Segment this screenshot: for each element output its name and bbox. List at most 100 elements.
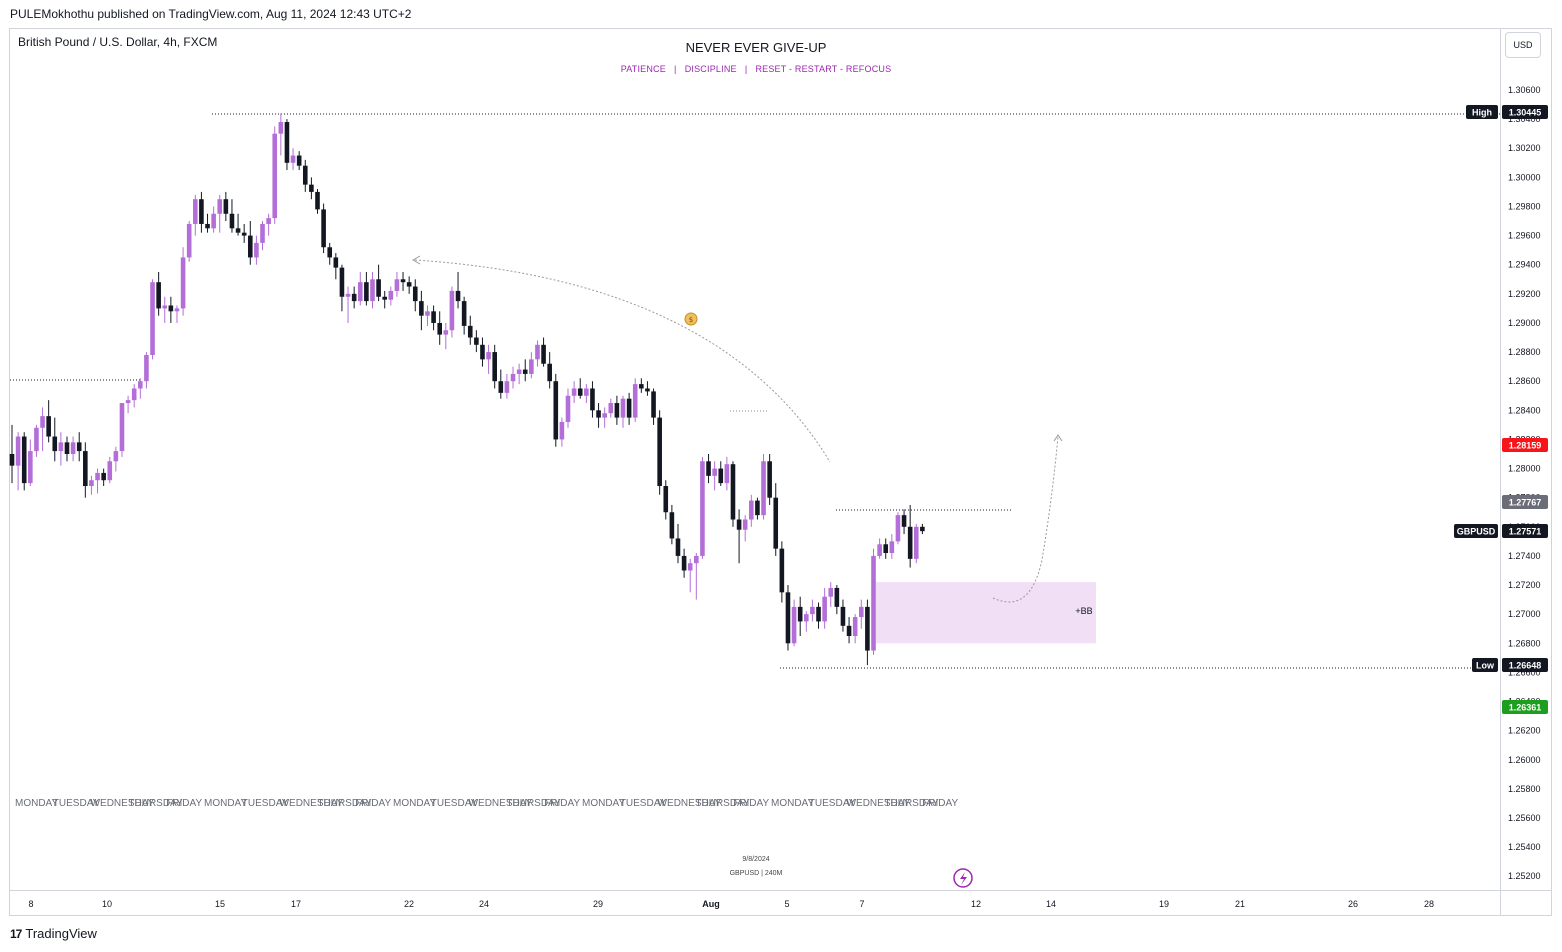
candle xyxy=(168,296,174,323)
time-scale[interactable]: 8 10 15 17 22 24 29 Aug 5 7 12 14 19 21 26 28 xyxy=(28,899,1434,909)
svg-text:1.26648: 1.26648 xyxy=(1509,661,1542,671)
time-tick-label: 14 xyxy=(1046,899,1056,909)
candle xyxy=(486,344,491,374)
candle xyxy=(559,417,565,447)
candle xyxy=(144,352,149,389)
candle xyxy=(449,286,455,338)
svg-text:GBPUSD: GBPUSD xyxy=(1457,527,1496,537)
publish-info: PULEMokhothu published on TradingView.co… xyxy=(10,7,412,21)
candle xyxy=(626,392,632,425)
demand-zone xyxy=(876,582,1096,644)
day-name-label: THURSDAY xyxy=(695,798,750,809)
candle xyxy=(632,378,638,422)
price-tick-label: 1.27400 xyxy=(1508,551,1541,561)
price-label: 1.30445 High xyxy=(1466,105,1548,119)
candle xyxy=(357,272,363,306)
candle xyxy=(205,213,210,233)
candle xyxy=(651,388,656,425)
candle xyxy=(785,585,791,651)
price-tick-label: 1.30600 xyxy=(1508,85,1541,95)
candle xyxy=(461,296,467,335)
candle xyxy=(431,305,436,331)
time-tick-label: 12 xyxy=(971,899,981,909)
watermark-symbol: GBPUSD | 240M xyxy=(730,870,783,877)
currency-button[interactable]: USD xyxy=(1505,32,1541,58)
time-tick-label: 28 xyxy=(1424,899,1434,909)
candle xyxy=(889,534,895,559)
candle xyxy=(382,290,388,309)
projection-drawing xyxy=(992,436,1059,603)
candle xyxy=(419,290,424,331)
price-tick-label: 1.28800 xyxy=(1508,347,1541,357)
chart-frame xyxy=(9,28,1552,916)
watermark-date: 9/8/2024 xyxy=(742,856,769,863)
candle xyxy=(920,523,925,535)
svg-text:1.30445: 1.30445 xyxy=(1509,108,1542,118)
candle xyxy=(907,504,913,568)
day-name-label: TUESDAY xyxy=(242,798,289,809)
candle xyxy=(645,381,650,396)
time-tick-label: 7 xyxy=(859,899,864,909)
candle xyxy=(193,194,198,236)
candle xyxy=(816,602,821,629)
price-tick-label: 1.30000 xyxy=(1508,172,1541,182)
candle xyxy=(584,384,589,404)
candle xyxy=(846,617,852,644)
candle xyxy=(901,509,907,535)
candle xyxy=(571,381,577,404)
day-name-label: THURSDAY xyxy=(884,798,939,809)
candle xyxy=(327,242,333,265)
candle xyxy=(247,221,253,265)
svg-text:$: $ xyxy=(689,316,693,324)
candle xyxy=(694,553,699,600)
candle xyxy=(474,330,479,353)
day-name-label: WEDNESDAY xyxy=(469,798,533,809)
candle xyxy=(425,305,430,326)
candle xyxy=(95,468,100,494)
price-scale[interactable]: 1.30600 1.30400 1.30200 1.30000 1.29800 1.296… xyxy=(1508,85,1541,881)
candle xyxy=(620,395,626,428)
candle xyxy=(412,279,418,312)
candle xyxy=(755,497,760,520)
time-scale-divider xyxy=(9,890,1552,891)
candle xyxy=(773,483,779,556)
candle xyxy=(498,369,504,399)
candle xyxy=(492,344,497,389)
flash-icon[interactable] xyxy=(953,868,973,888)
candle xyxy=(443,322,449,350)
price-label: 1.27767 xyxy=(1502,495,1548,509)
candle xyxy=(455,272,461,309)
time-tick-label: 24 xyxy=(479,899,489,909)
candle xyxy=(125,395,131,414)
candle xyxy=(529,352,534,379)
price-tick-label: 1.28400 xyxy=(1508,405,1541,415)
tradingview-logo[interactable]: 17 TradingView xyxy=(10,926,97,941)
candle xyxy=(590,381,595,418)
candle xyxy=(749,494,754,527)
price-tick-label: 1.26800 xyxy=(1508,638,1541,648)
candle xyxy=(804,611,809,632)
candle xyxy=(712,461,717,491)
day-name-label: MONDAY xyxy=(771,798,814,809)
price-tick-label: 1.29000 xyxy=(1508,318,1541,328)
candle xyxy=(254,235,259,265)
candle xyxy=(315,189,320,214)
candle xyxy=(871,548,876,655)
level-lines xyxy=(10,113,1500,669)
price-tick-label: 1.30200 xyxy=(1508,143,1541,153)
candle xyxy=(199,191,204,233)
svg-text:1.26361: 1.26361 xyxy=(1509,703,1542,713)
candle xyxy=(174,305,180,323)
candle xyxy=(522,359,528,382)
day-name-label: MONDAY xyxy=(582,798,625,809)
symbol-title: British Pound / U.S. Dollar, 4h, FXCM xyxy=(18,35,218,49)
candle xyxy=(162,296,168,323)
candle xyxy=(223,191,229,222)
candle xyxy=(333,253,339,280)
candle xyxy=(700,456,705,559)
day-name-label: WEDNESDAY xyxy=(91,798,155,809)
time-tick-label: Aug xyxy=(702,899,720,909)
candle xyxy=(260,221,265,251)
day-name-label: TUESDAY xyxy=(809,798,856,809)
